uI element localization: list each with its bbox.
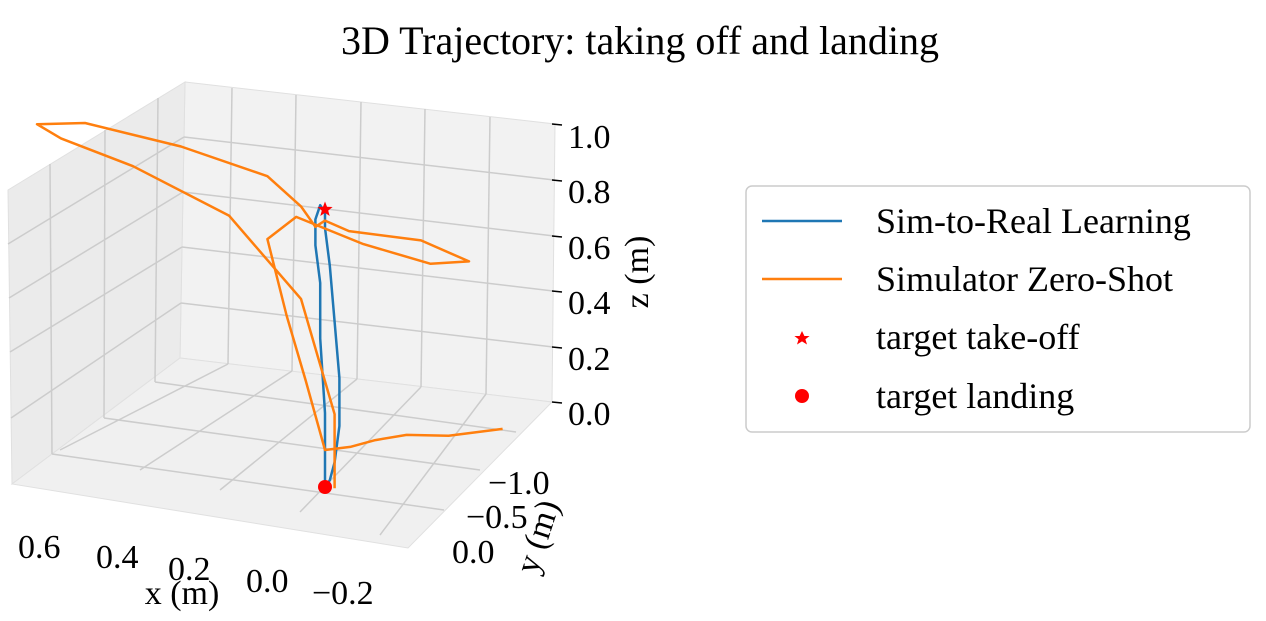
legend-circle-marker <box>795 389 809 403</box>
z-tick-label: 1.0 <box>568 119 611 156</box>
legend-label-zero-shot: Simulator Zero-Shot <box>876 259 1173 299</box>
z-tick-label: 0.2 <box>568 341 611 378</box>
y-tick-label: −1.0 <box>488 465 550 502</box>
z-tick-label: 0.8 <box>568 174 611 211</box>
z-tick-label: 0.0 <box>568 396 611 433</box>
x-axis-label: x (m) <box>145 575 220 612</box>
y-tick-labels: −1.0 −0.5 0.0 <box>452 465 550 571</box>
back-pane <box>179 81 556 403</box>
z-tick-label: 0.6 <box>568 230 611 267</box>
x-tick-label: 0.0 <box>246 563 289 600</box>
legend-label-sim-to-real: Sim-to-Real Learning <box>876 201 1191 241</box>
chart-title: 3D Trajectory: taking off and landing <box>341 18 939 63</box>
x-tick-label: 0.2 <box>168 551 211 588</box>
z-tick-labels: 1.0 0.8 0.6 0.4 0.2 0.0 <box>568 119 611 433</box>
series-line-sim-to-real <box>314 203 341 488</box>
grid-lines <box>7 87 555 536</box>
z-tick-label: 0.4 <box>568 285 611 322</box>
x-tick-labels: 0.6 0.4 0.2 0.0 −0.2 <box>18 529 374 612</box>
y-tick-label: 0.0 <box>452 534 495 571</box>
legend-star-marker <box>794 331 810 345</box>
series-line-zero-shot <box>35 121 503 489</box>
legend-label-take-off: target take-off <box>876 317 1080 357</box>
target-take-off-marker <box>317 201 333 216</box>
y-tick-label: −0.5 <box>466 499 528 536</box>
target-landing-marker <box>318 480 332 494</box>
z-axis-label: z (m) <box>619 236 656 309</box>
axis-ticks <box>551 123 563 404</box>
legend: Sim-to-Real Learning Simulator Zero-Shot… <box>745 185 1251 433</box>
data-layer <box>35 121 503 494</box>
legend-box <box>745 185 1251 433</box>
legend-label-landing: target landing <box>876 376 1074 416</box>
x-tick-label: −0.2 <box>312 575 374 612</box>
x-tick-label: 0.4 <box>96 539 139 576</box>
x-tick-label: 0.6 <box>18 529 61 566</box>
